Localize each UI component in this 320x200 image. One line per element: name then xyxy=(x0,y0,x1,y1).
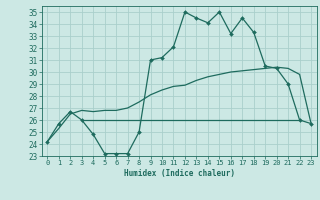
X-axis label: Humidex (Indice chaleur): Humidex (Indice chaleur) xyxy=(124,169,235,178)
